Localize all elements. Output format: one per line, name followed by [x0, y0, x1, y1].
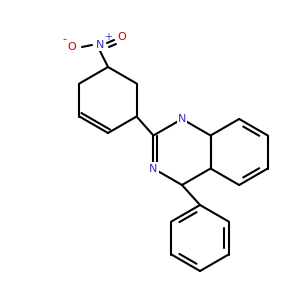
- Text: N: N: [96, 40, 104, 50]
- Text: O: O: [118, 32, 126, 42]
- Text: +: +: [104, 32, 112, 42]
- Text: -: -: [62, 34, 66, 44]
- Text: O: O: [68, 42, 76, 52]
- Text: N: N: [178, 114, 186, 124]
- Text: N: N: [149, 164, 158, 173]
